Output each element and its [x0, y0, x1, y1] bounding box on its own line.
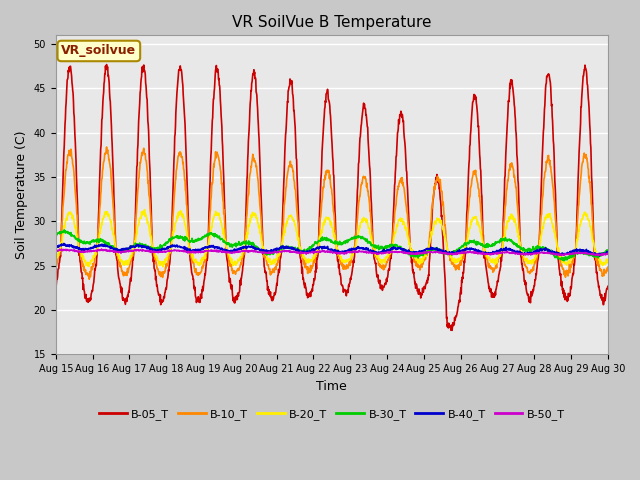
- B-50_T: [367, 249, 374, 255]
- B-50_T: [560, 252, 568, 258]
- B-05_T: [103, 61, 111, 67]
- B-50_T: [287, 248, 294, 254]
- B-10_T: [287, 163, 294, 169]
- B-05_T: [367, 173, 374, 179]
- B-05_T: [308, 289, 316, 295]
- B-20_T: [159, 264, 167, 270]
- B-40_T: [118, 246, 125, 252]
- B-20_T: [298, 250, 306, 256]
- Line: B-50_T: B-50_T: [56, 249, 608, 255]
- B-10_T: [52, 263, 60, 269]
- B-30_T: [60, 227, 68, 233]
- B-50_T: [604, 251, 612, 256]
- B-10_T: [103, 144, 111, 150]
- B-40_T: [595, 253, 603, 259]
- B-20_T: [604, 258, 612, 264]
- B-10_T: [367, 213, 374, 219]
- B-20_T: [117, 258, 125, 264]
- B-05_T: [118, 290, 125, 296]
- B-40_T: [60, 240, 68, 246]
- B-20_T: [308, 258, 316, 264]
- Line: B-05_T: B-05_T: [56, 64, 608, 330]
- B-20_T: [52, 259, 60, 265]
- B-30_T: [287, 244, 294, 250]
- B-40_T: [308, 248, 316, 254]
- B-30_T: [367, 241, 374, 247]
- B-20_T: [95, 239, 102, 244]
- B-40_T: [298, 248, 306, 254]
- B-10_T: [604, 264, 612, 270]
- B-50_T: [298, 250, 306, 256]
- B-20_T: [367, 232, 374, 238]
- B-30_T: [118, 248, 125, 253]
- X-axis label: Time: Time: [316, 380, 347, 393]
- Line: B-40_T: B-40_T: [56, 243, 608, 256]
- Title: VR SoilVue B Temperature: VR SoilVue B Temperature: [232, 15, 431, 30]
- Text: VR_soilvue: VR_soilvue: [61, 45, 136, 58]
- Legend: B-05_T, B-10_T, B-20_T, B-30_T, B-40_T, B-50_T: B-05_T, B-10_T, B-20_T, B-30_T, B-40_T, …: [94, 405, 569, 424]
- B-40_T: [287, 246, 294, 252]
- B-10_T: [298, 253, 306, 259]
- B-20_T: [287, 213, 294, 219]
- B-10_T: [95, 222, 102, 228]
- B-05_T: [95, 214, 102, 220]
- Line: B-20_T: B-20_T: [56, 210, 608, 267]
- B-50_T: [308, 249, 316, 255]
- B-40_T: [367, 248, 374, 253]
- Line: B-30_T: B-30_T: [56, 230, 608, 261]
- B-40_T: [604, 250, 612, 255]
- B-50_T: [118, 249, 125, 255]
- B-50_T: [52, 247, 60, 253]
- Y-axis label: Soil Temperature (C): Soil Temperature (C): [15, 131, 28, 259]
- B-40_T: [52, 245, 60, 251]
- B-10_T: [118, 268, 125, 274]
- B-30_T: [298, 249, 306, 255]
- B-40_T: [95, 243, 102, 249]
- B-50_T: [98, 246, 106, 252]
- B-50_T: [95, 247, 102, 253]
- B-20_T: [141, 207, 148, 213]
- B-30_T: [604, 248, 612, 254]
- B-10_T: [86, 276, 93, 282]
- B-30_T: [95, 240, 102, 246]
- B-05_T: [52, 284, 60, 290]
- B-30_T: [560, 258, 568, 264]
- B-30_T: [308, 244, 316, 250]
- B-05_T: [298, 270, 306, 276]
- B-30_T: [52, 233, 60, 239]
- B-05_T: [604, 284, 612, 289]
- B-10_T: [308, 263, 316, 269]
- Line: B-10_T: B-10_T: [56, 147, 608, 279]
- B-05_T: [448, 327, 456, 333]
- B-05_T: [287, 77, 294, 83]
